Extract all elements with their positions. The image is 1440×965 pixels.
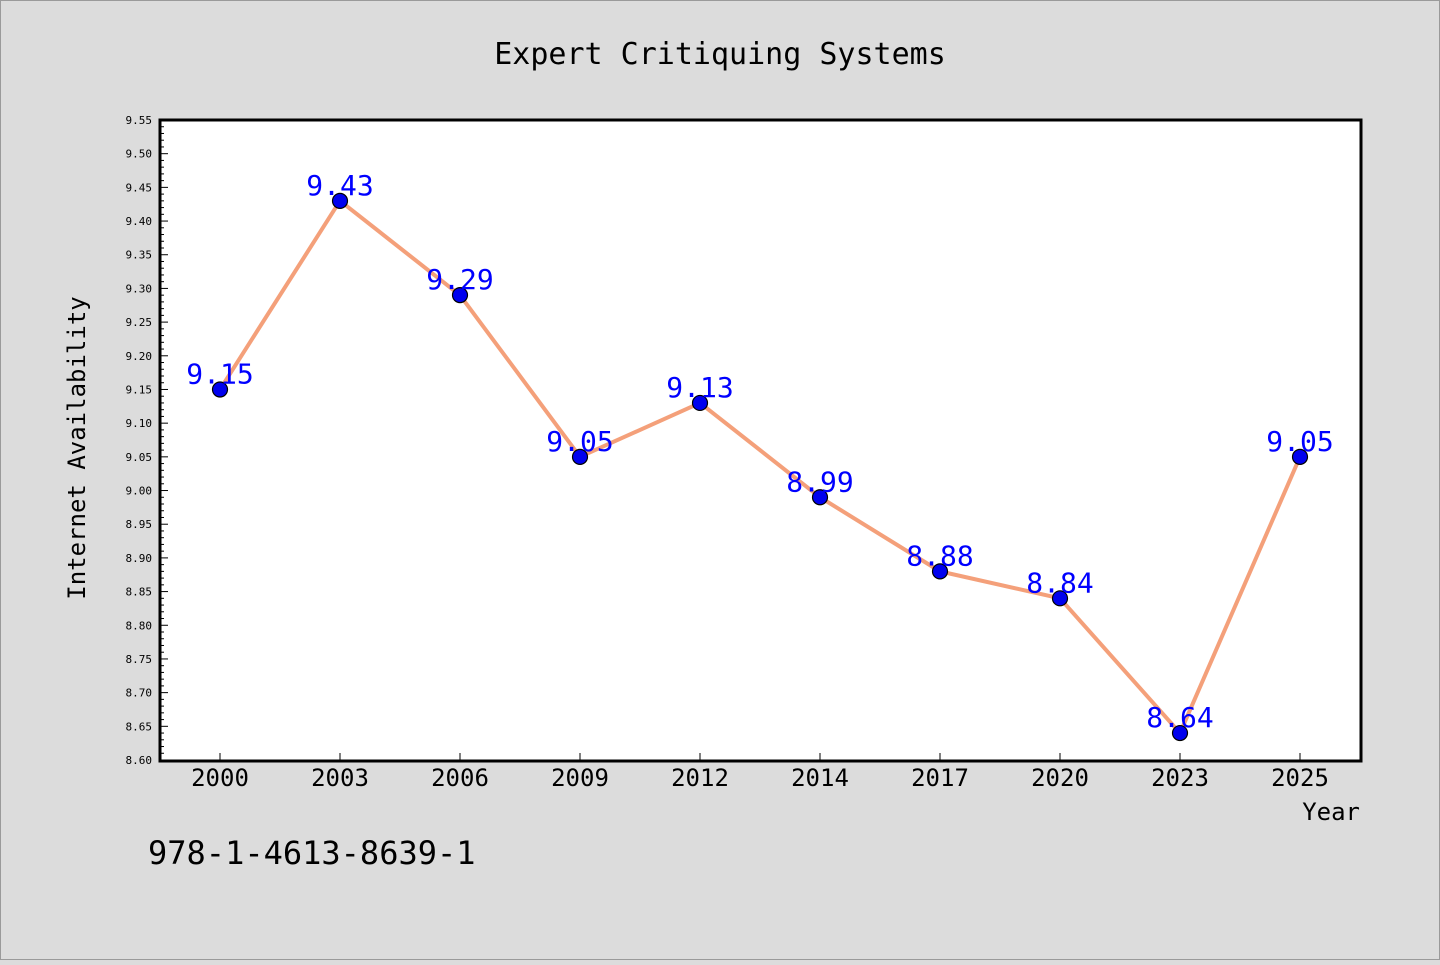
data-label: 9.05 — [546, 425, 613, 458]
y-tick-label: 9.45 — [126, 181, 153, 194]
x-tick-label: 2020 — [1031, 764, 1089, 792]
y-tick-label: 8.85 — [126, 586, 153, 599]
y-tick-label: 9.20 — [126, 350, 153, 363]
chart-title: Expert Critiquing Systems — [494, 37, 946, 72]
x-tick-label: 2000 — [191, 764, 249, 792]
y-tick-label: 9.15 — [126, 383, 153, 396]
data-label: 9.13 — [666, 371, 733, 404]
series-line — [218, 198, 1302, 736]
y-axis-label: Internet Availability — [63, 296, 91, 599]
y-tick-label: 9.00 — [126, 485, 153, 498]
data-point — [451, 287, 469, 304]
y-tick-label: 8.90 — [126, 552, 153, 565]
y-tick-label: 9.35 — [126, 249, 153, 262]
data-label: 9.05 — [1266, 425, 1333, 458]
y-tick-label: 9.05 — [126, 451, 153, 464]
data-point — [931, 563, 949, 580]
y-tick-label: 9.30 — [126, 282, 153, 295]
y-tick-label: 9.25 — [126, 316, 153, 329]
data-label: 8.99 — [786, 465, 853, 498]
x-tick-label: 2009 — [551, 764, 609, 792]
data-point — [691, 394, 709, 412]
data-point — [1171, 724, 1189, 742]
y-tick-label: 8.80 — [126, 619, 153, 632]
data-label: 8.64 — [1146, 701, 1213, 734]
data-point — [1291, 448, 1309, 465]
x-tick-label: 2023 — [1151, 764, 1209, 792]
series-layer: 9.15 9.43 9.29 9.05 9.13 8.99 8.88 8.84 8.64 9.05 — [186, 169, 1334, 742]
data-point — [571, 448, 589, 465]
data-label: 8.84 — [1026, 566, 1093, 599]
x-axis: 2000 2003 2006 2009 2012 2014 2017 2020 2023 2025 — [191, 753, 1329, 792]
y-tick-label: 8.75 — [126, 653, 153, 666]
y-tick-label: 9.10 — [126, 417, 153, 430]
x-tick-label: 2014 — [791, 764, 849, 792]
data-label: 9.43 — [306, 169, 373, 202]
plot-area — [158, 118, 1363, 763]
y-tick-label: 8.60 — [126, 754, 153, 767]
x-tick-label: 2012 — [671, 764, 729, 792]
y-tick-label: 9.50 — [126, 148, 153, 161]
isbn-annotation: 978-1-4613-8639-1 — [148, 834, 476, 872]
data-point — [331, 192, 349, 209]
y-tick-label: 9.55 — [126, 114, 153, 127]
y-tick-label: 9.40 — [126, 215, 153, 228]
y-tick-label: 8.70 — [126, 687, 153, 700]
x-tick-label: 2003 — [311, 764, 369, 792]
data-point — [811, 489, 829, 506]
y-tick-label: 8.65 — [126, 720, 153, 733]
y-tick-label: 8.95 — [126, 518, 153, 531]
data-point — [1051, 590, 1069, 607]
data-point — [211, 381, 229, 398]
x-tick-label: 2025 — [1271, 764, 1329, 792]
x-tick-label: 2006 — [431, 764, 489, 792]
data-label: 9.15 — [186, 357, 253, 390]
data-label: 9.29 — [426, 263, 493, 296]
x-tick-label: 2017 — [911, 764, 969, 792]
y-axis: 8.60 8.65 8.70 8.75 8.80 8.85 8.90 8.95 9.00 9.05… — [126, 114, 168, 767]
x-axis-label: Year — [1302, 798, 1360, 826]
data-label: 8.88 — [906, 539, 973, 572]
